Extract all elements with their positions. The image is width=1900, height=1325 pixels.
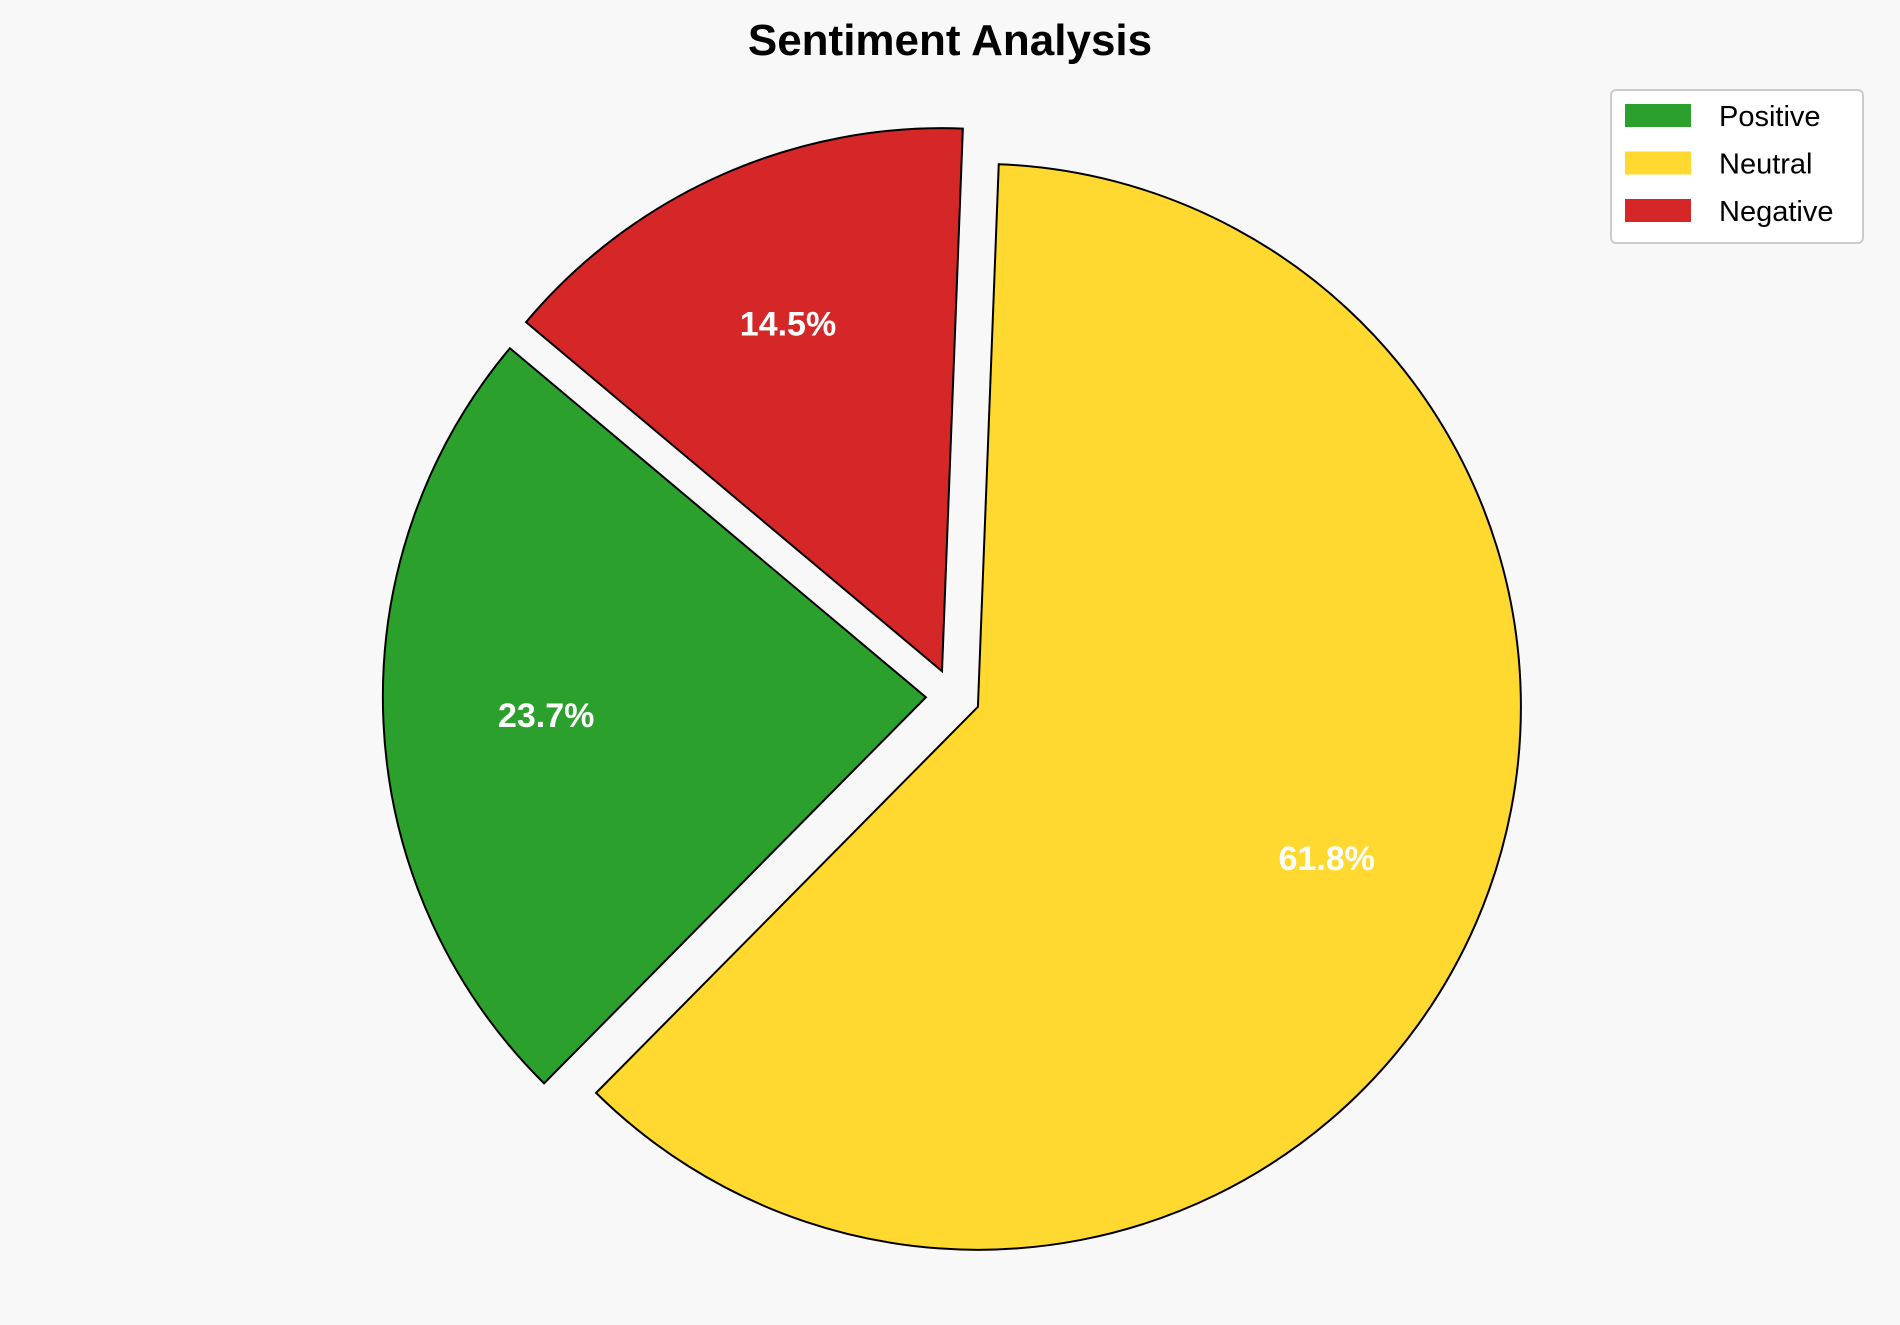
legend-swatch-positive — [1625, 104, 1691, 127]
pie-slice-negative — [524, 127, 964, 674]
pie-label-negative: 14.5% — [740, 306, 836, 344]
legend-swatch-neutral — [1625, 151, 1691, 175]
legend-label-negative: Negative — [1719, 196, 1833, 228]
legend-label-positive: Positive — [1719, 101, 1821, 133]
pie-labels: 23.7% 61.8% 14.5% — [498, 306, 1375, 878]
chart-title: Sentiment Analysis — [748, 16, 1152, 65]
pie-label-positive: 23.7% — [498, 697, 594, 735]
pie-label-neutral: 61.8% — [1278, 840, 1374, 878]
pie-slice-neutral — [594, 163, 1522, 1251]
legend-label-neutral: Neutral — [1719, 149, 1813, 181]
pie-slice-positive — [381, 346, 928, 1085]
legend-swatch-negative — [1625, 199, 1691, 222]
pie-slices — [381, 127, 1522, 1251]
legend: Positive Neutral Negative — [1610, 89, 1864, 244]
